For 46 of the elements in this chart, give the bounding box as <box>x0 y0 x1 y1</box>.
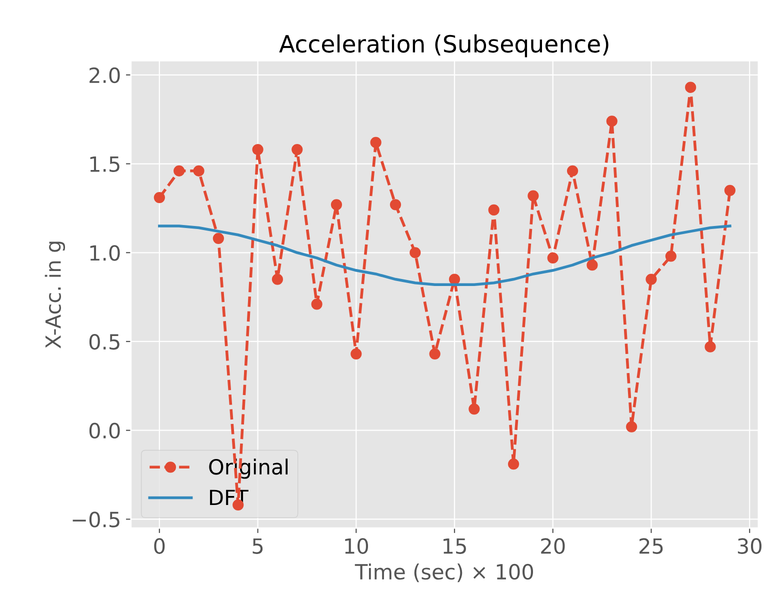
point <box>468 403 480 415</box>
point <box>508 458 520 470</box>
x-tick-label: 5 <box>252 538 263 554</box>
x-tick-label: 20 <box>541 538 565 554</box>
point <box>410 247 421 258</box>
x-tick-label: 30 <box>738 538 762 554</box>
y-tick-label: 1.5 <box>90 156 120 172</box>
point <box>429 348 440 360</box>
point <box>665 250 676 262</box>
point <box>330 199 342 210</box>
point <box>311 298 322 310</box>
point <box>212 232 224 244</box>
point <box>704 341 716 352</box>
point <box>292 144 303 156</box>
y-axis-title: X-Acc. in g <box>44 242 66 348</box>
chart-title: Acceleration (Subsequence) <box>279 34 608 58</box>
point <box>252 144 264 156</box>
point <box>488 204 500 216</box>
point <box>547 252 558 264</box>
point <box>390 199 402 210</box>
y-tick-label: 0.5 <box>89 334 120 350</box>
point <box>626 421 638 432</box>
point <box>646 274 657 285</box>
point <box>606 116 618 127</box>
y-tick-label: −0.5 <box>72 512 120 528</box>
x-axis-title: Time (sec) × 100 <box>354 564 534 582</box>
point <box>724 184 736 196</box>
point <box>370 136 382 148</box>
point <box>685 82 696 93</box>
x-tick-label: 0 <box>154 538 165 554</box>
point <box>193 165 204 176</box>
point <box>528 190 539 202</box>
point <box>566 165 578 176</box>
line-series <box>158 224 732 286</box>
x-tick-label: 10 <box>345 538 368 554</box>
x-tick-label: 15 <box>444 538 466 554</box>
y-tick-label: 1.0 <box>90 245 120 261</box>
point <box>350 348 362 360</box>
point <box>174 165 185 176</box>
point <box>448 274 460 285</box>
point <box>586 260 598 271</box>
point <box>272 274 284 285</box>
y-tick-label: 0.0 <box>89 422 120 439</box>
y-tick-label: 2.0 <box>90 67 120 84</box>
point <box>154 192 165 204</box>
x-tick-label: 25 <box>640 538 663 554</box>
